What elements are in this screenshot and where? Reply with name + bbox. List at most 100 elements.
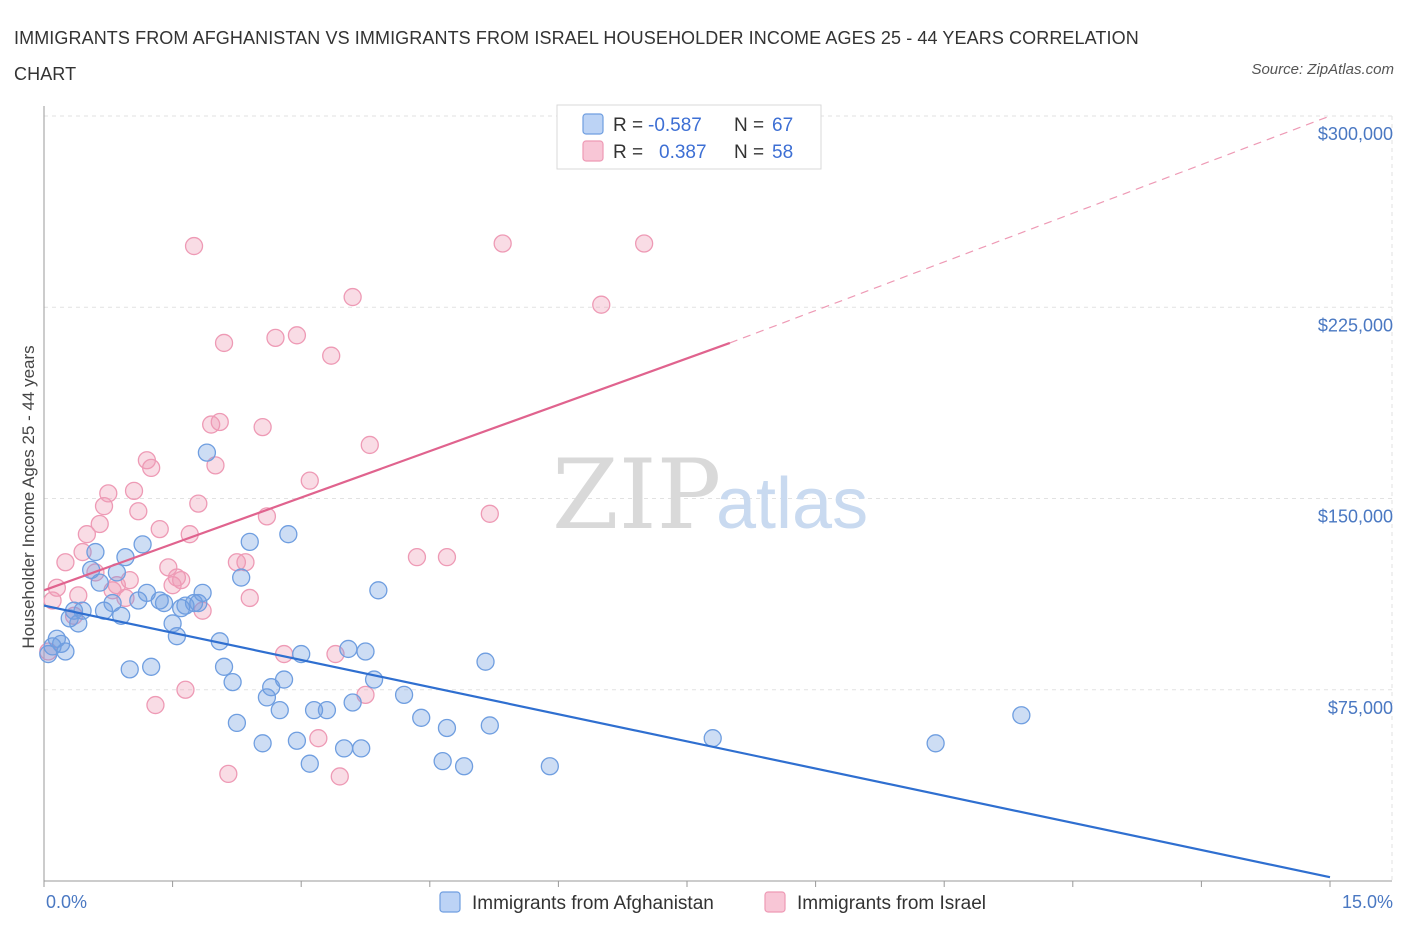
israel-trend-line: [43, 341, 731, 592]
israel-trend-extension: [729, 115, 1331, 344]
afghanistan-point: [167, 627, 187, 646]
israel-point: [287, 326, 307, 345]
afghanistan-trend-line: [43, 604, 1331, 879]
legend-n-label: N =: [734, 115, 764, 136]
afghanistan-point: [51, 634, 71, 653]
afghanistan-point: [86, 542, 105, 562]
afghanistan-point: [223, 672, 242, 692]
israel-point: [172, 570, 191, 590]
israel-point: [124, 481, 144, 501]
afghanistan-point: [703, 729, 722, 748]
afghanistan-point: [356, 642, 375, 661]
afghanistan-point: [232, 568, 251, 587]
israel-point: [129, 502, 148, 521]
chart-title: IMMIGRANTS FROM AFGHANISTAN VS IMMIGRANT…: [14, 28, 1139, 84]
israel-point: [634, 234, 654, 253]
watermark-atlas: atlas: [716, 464, 868, 544]
israel-point: [480, 504, 499, 523]
israel-point: [210, 412, 229, 432]
afghanistan-point: [90, 573, 109, 592]
axes: [43, 106, 1392, 887]
y-axis-label: Householder Income Ages 25 - 44 years: [19, 345, 38, 648]
israel-point: [184, 236, 204, 256]
afghanistan-point: [270, 701, 289, 720]
y-tick-labels: $75,000 $150,000 $225,000 $300,000: [1318, 124, 1393, 718]
israel-point: [437, 548, 457, 567]
israel-point: [69, 586, 88, 605]
israel-point: [56, 553, 75, 572]
legend: R = -0.587 N = 67 R = 0.387 N = 58: [556, 104, 822, 170]
y-tick-label: $150,000: [1318, 507, 1393, 527]
israel-points: [39, 234, 654, 786]
legend-n-value: 67: [772, 115, 793, 136]
israel-point: [309, 729, 328, 748]
afghanistan-point: [369, 581, 388, 600]
y-tick-label: $75,000: [1328, 698, 1393, 718]
bottom-legend-israel: Immigrants from Israel: [797, 893, 986, 914]
israel-point: [219, 764, 238, 784]
israel-point: [99, 484, 118, 503]
israel-point: [407, 548, 427, 567]
afghanistan-point: [103, 593, 122, 613]
israel-point: [330, 767, 349, 786]
israel-point: [592, 295, 611, 314]
afghanistan-point: [454, 757, 474, 776]
bottom-legend-swatch-afghanistan: [439, 891, 461, 913]
israel-point: [206, 456, 225, 475]
bottom-legend: Immigrants from Afghanistan Immigrants f…: [439, 891, 986, 914]
legend-r-value: -0.587: [648, 115, 702, 136]
afghanistan-point: [476, 652, 495, 671]
afghanistan-points: [39, 443, 1031, 776]
israel-point: [176, 680, 195, 699]
israel-point: [360, 435, 379, 455]
y-tick-label: $225,000: [1318, 315, 1393, 335]
israel-point: [189, 494, 208, 513]
afghanistan-point: [240, 532, 259, 551]
trend-lines: [43, 115, 1331, 879]
afghanistan-point: [540, 757, 559, 776]
source-label: Source: ZipAtlas.com: [1251, 61, 1394, 78]
israel-point: [90, 514, 109, 534]
legend-n-value: 58: [772, 142, 793, 163]
afghanistan-point: [287, 731, 307, 750]
legend-r-label: R =: [613, 142, 643, 163]
afghanistan-point: [279, 525, 298, 544]
israel-point: [266, 328, 285, 348]
x-tick-label: 0.0%: [46, 892, 87, 912]
x-tick-labels: 0.0% 15.0%: [46, 892, 1393, 912]
afghanistan-point: [352, 739, 371, 758]
afghanistan-point: [197, 443, 217, 462]
afghanistan-point: [339, 639, 358, 659]
legend-r-value: 0.387: [659, 142, 707, 163]
afghanistan-point: [133, 535, 152, 554]
watermark: ZIP atlas: [552, 439, 868, 551]
israel-point: [146, 695, 165, 715]
israel-point: [493, 234, 512, 253]
israel-point: [300, 471, 319, 490]
afghanistan-point: [253, 734, 272, 753]
afghanistan-point: [437, 718, 457, 738]
israel-point: [236, 553, 255, 572]
afghanistan-point: [120, 660, 139, 679]
afghanistan-point: [154, 593, 174, 613]
legend-r-label: R =: [613, 115, 643, 136]
afghanistan-point: [394, 685, 414, 704]
israel-point: [214, 333, 234, 353]
israel-point: [142, 458, 161, 478]
afghanistan-point: [214, 657, 234, 676]
afghanistan-point: [257, 688, 277, 707]
y-tick-label: $300,000: [1318, 124, 1393, 144]
afghanistan-point: [304, 701, 324, 720]
x-tick-label: 15.0%: [1342, 892, 1393, 912]
bottom-legend-swatch-israel: [764, 891, 786, 913]
afghanistan-point: [189, 593, 208, 613]
afghanistan-point: [343, 693, 362, 712]
afghanistan-point: [300, 754, 319, 773]
afghanistan-point: [480, 716, 499, 735]
israel-point: [343, 287, 362, 307]
afghanistan-point: [433, 752, 452, 771]
afghanistan-point: [142, 657, 161, 676]
israel-point: [73, 542, 92, 562]
afghanistan-point: [334, 739, 354, 758]
